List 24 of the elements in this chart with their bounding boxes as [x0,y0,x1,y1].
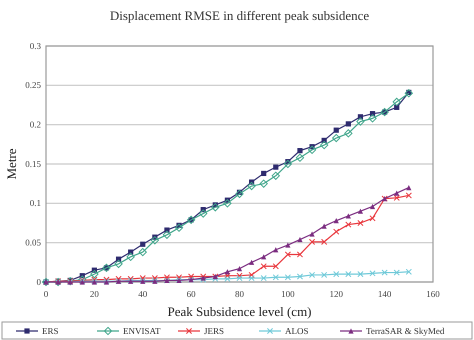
x-tick-label: 80 [235,289,244,299]
x-axis-title: Peak Subsidence level (cm) [167,304,312,319]
x-tick-label: 60 [186,289,196,299]
y-axis-title: Metre [4,148,19,180]
legend-label: ENVISAT [123,326,161,336]
y-tick-label: 0.15 [25,158,42,169]
legend-label: ERS [42,326,59,336]
y-tick-label: 0.05 [25,238,42,248]
x-tick-label: 0 [44,289,49,299]
legend-label: TerraSAR & SkyMed [366,326,445,336]
x-tick-label: 160 [426,289,440,299]
chart-title: Displacement RMSE in different peak subsidence [110,8,370,23]
y-tick-label: 0.2 [30,120,41,130]
x-tick-label: 40 [138,289,148,299]
y-tick-label: 0 [36,276,42,287]
legend-label: JERS [204,326,224,336]
x-tick-label: 100 [281,289,296,299]
y-tick-label: 0.1 [30,198,41,208]
x-tick-label: 120 [330,289,344,299]
y-tick-label: 0.25 [25,80,42,90]
legend-label: ALOS [285,326,309,336]
x-tick-label: 140 [378,289,392,299]
y-tick-label: 0.3 [30,40,42,51]
x-tick-label: 20 [90,289,100,299]
